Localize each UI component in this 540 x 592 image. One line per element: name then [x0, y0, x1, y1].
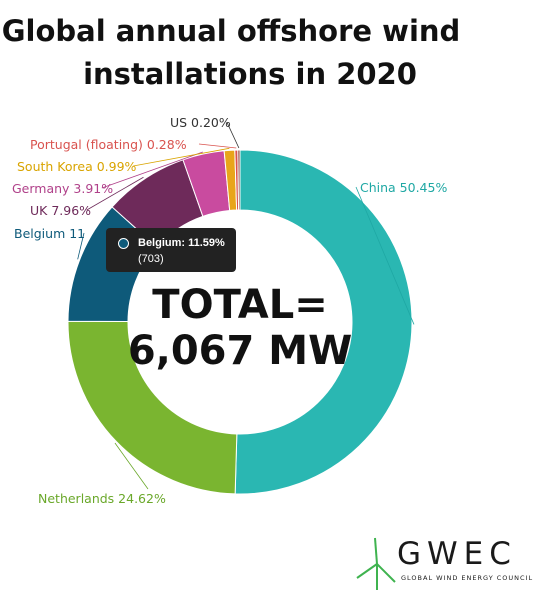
tooltip-label: Belgium: 11.59%	[138, 237, 225, 249]
slice-label-germany: Germany 3.91%	[12, 181, 113, 196]
logo-subtitle: GLOBAL WIND ENERGY COUNCIL	[401, 574, 534, 582]
gwec-logo: GWEC GLOBAL WIND ENERGY COUNCIL	[355, 536, 535, 590]
wind-turbine-icon	[356, 537, 396, 590]
logo-brand: GWEC	[397, 536, 517, 572]
slice-label-us: US 0.20%	[170, 115, 231, 130]
leader-line-5	[133, 147, 230, 167]
leader-line-4	[101, 151, 203, 189]
chart-tooltip: Belgium: 11.59% (703)	[106, 228, 236, 272]
leader-line-2	[77, 232, 85, 260]
chart-title: Global annual offshore wind installation…	[0, 10, 540, 96]
slice-label-china: China 50.45%	[360, 180, 447, 195]
chart-title-line1: Global annual offshore wind	[1, 14, 461, 48]
leader-line-7	[226, 121, 240, 149]
leader-line-1	[114, 442, 149, 490]
slice-label-portugal-floating: Portugal (floating) 0.28%	[30, 137, 187, 152]
tooltip-value: (703)	[138, 253, 164, 265]
slice-label-belgium: Belgium 11	[14, 226, 85, 241]
center-total-value: 6,067 MW	[128, 328, 352, 374]
slice-label-south-korea: South Korea 0.99%	[17, 159, 137, 174]
leader-line-6	[198, 143, 237, 149]
leader-line-0	[355, 186, 415, 325]
slice-labels-group: China 50.45% Netherlands 24.62% Belgium 11…	[12, 115, 447, 506]
chart-title-line2: installations in 2020	[83, 57, 417, 91]
slice-us[interactable]	[237, 149, 241, 211]
slice-china[interactable]	[234, 149, 413, 495]
leader-line-3	[86, 176, 144, 211]
slice-label-netherlands: Netherlands 24.62%	[38, 491, 166, 506]
tooltip-color-dot	[118, 238, 129, 249]
slice-label-uk: UK 7.96%	[30, 203, 91, 218]
center-total-label: TOTAL=	[152, 282, 327, 328]
slice-netherlands[interactable]	[67, 320, 238, 495]
leader-lines-group	[77, 121, 415, 490]
